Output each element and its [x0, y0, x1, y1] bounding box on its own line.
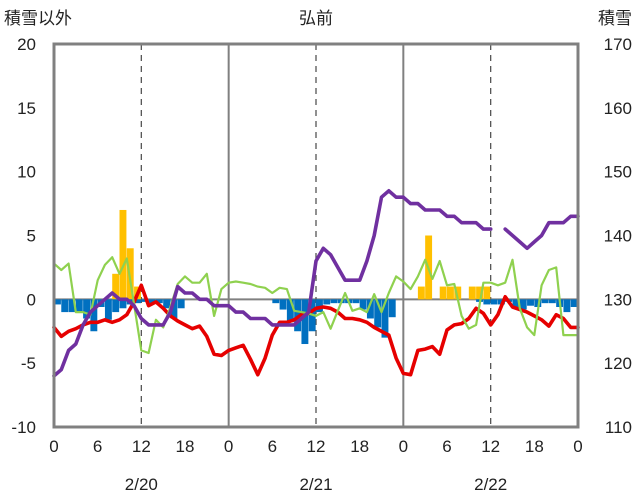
- wind-deficit-bar: [148, 299, 156, 304]
- wind-deficit-bar: [54, 299, 61, 305]
- precipitation-bar: [483, 286, 491, 300]
- wind-deficit-bar: [104, 299, 112, 320]
- chart-title: 弘前: [299, 9, 333, 28]
- wind-deficit-bar: [527, 299, 534, 306]
- wind-deficit-bar: [286, 299, 294, 323]
- temperature-line: [52, 283, 580, 377]
- hour-tick-label: 0: [573, 437, 582, 456]
- wind-deficit-bar: [483, 299, 491, 305]
- right-y-tick-label: 150: [604, 163, 632, 182]
- wind-deficit-bar: [388, 299, 396, 318]
- left-y-tick-label: 5: [27, 227, 36, 246]
- wind-deficit-bar: [83, 299, 91, 319]
- wind-deficit-bar: [61, 299, 69, 313]
- wind-deficit-bar: [155, 299, 163, 304]
- line-layer: [52, 189, 580, 378]
- right-axis-label: 積雪: [598, 9, 632, 28]
- sunshine-humidity-line: [52, 256, 580, 355]
- grid-layer: [54, 44, 578, 427]
- right-y-tick-label: 120: [604, 354, 632, 373]
- wind-deficit-bar: [134, 299, 141, 304]
- hour-tick-label: 6: [268, 437, 277, 456]
- wind-deficit-bar: [352, 299, 360, 304]
- wind-deficit-bar: [90, 299, 98, 332]
- left-y-tick-label: -10: [11, 418, 36, 437]
- wind-deficit-bar: [570, 299, 578, 307]
- snow-depth-line-1: [503, 214, 580, 251]
- right-y-tick-label: 110: [605, 418, 632, 437]
- wind-deficit-bar: [141, 299, 149, 302]
- precipitation-bar: [417, 286, 425, 300]
- left-y-tick-label: 0: [27, 290, 36, 309]
- precipitation-bar: [476, 286, 484, 300]
- snow-depth-line-0: [52, 189, 493, 378]
- plot-frame: [52, 42, 580, 429]
- wind-deficit-bar: [163, 299, 171, 309]
- wind-deficit-bar: [119, 299, 127, 309]
- precipitation-bar: [112, 273, 120, 300]
- precipitation-bar: [119, 209, 127, 300]
- hour-tick-label: 18: [350, 437, 369, 456]
- wind-deficit-bar: [512, 299, 520, 309]
- hour-tick-label: 18: [176, 437, 195, 456]
- wind-deficit-bar: [316, 299, 323, 313]
- hour-tick-label: 0: [49, 437, 58, 456]
- wind-deficit-bar: [330, 299, 338, 304]
- wind-deficit-bar: [548, 299, 556, 304]
- hour-tick-label: 12: [481, 437, 500, 456]
- hour-tick-label: 18: [525, 437, 544, 456]
- date-label: 2/20: [125, 475, 158, 494]
- precipitation-bar: [468, 286, 476, 300]
- precipitation-bar: [454, 286, 462, 300]
- right-y-tick-label: 140: [604, 227, 632, 246]
- wind-deficit-bar: [359, 299, 367, 310]
- date-label: 2/21: [299, 475, 332, 494]
- wind-deficit-bar: [366, 299, 374, 319]
- wind-deficit-bar: [381, 299, 389, 338]
- hour-tick-label: 12: [132, 437, 151, 456]
- right-y-tick-label: 170: [604, 35, 632, 54]
- wind-deficit-bar: [541, 299, 549, 304]
- wind-deficit-bar: [323, 299, 331, 305]
- wind-deficit-bar: [75, 299, 83, 313]
- hour-tick-label: 6: [93, 437, 102, 456]
- hour-tick-label: 0: [399, 437, 408, 456]
- precipitation-bar: [439, 286, 447, 300]
- hour-tick-label: 6: [442, 437, 451, 456]
- wind-deficit-bar: [490, 299, 498, 305]
- precipitation-bar: [447, 286, 454, 300]
- left-y-tick-label: 20: [17, 35, 36, 54]
- wind-deficit-bar: [68, 299, 76, 313]
- right-y-tick-label: 160: [604, 99, 632, 118]
- wind-deficit-bar: [279, 299, 287, 310]
- wind-deficit-bar: [519, 299, 527, 310]
- hour-tick-label: 12: [307, 437, 326, 456]
- left-y-tick-label: 10: [17, 163, 36, 182]
- left-y-tick-label: -5: [21, 354, 36, 373]
- wind-deficit-bar: [301, 299, 309, 345]
- hour-tick-label: 0: [224, 437, 233, 456]
- wind-deficit-bar: [177, 299, 185, 309]
- wind-deficit-bar: [272, 299, 280, 304]
- right-y-tick-label: 130: [604, 290, 632, 309]
- date-label: 2/22: [474, 475, 507, 494]
- left-y-tick-label: 15: [17, 99, 36, 118]
- wind-deficit-bar: [374, 299, 382, 328]
- wind-deficit-bar: [170, 299, 178, 319]
- wind-deficit-bar: [534, 299, 542, 307]
- wind-deficit-bar: [563, 299, 571, 313]
- left-axis-label: 積雪以外: [4, 9, 72, 28]
- wind-deficit-bar: [112, 299, 120, 313]
